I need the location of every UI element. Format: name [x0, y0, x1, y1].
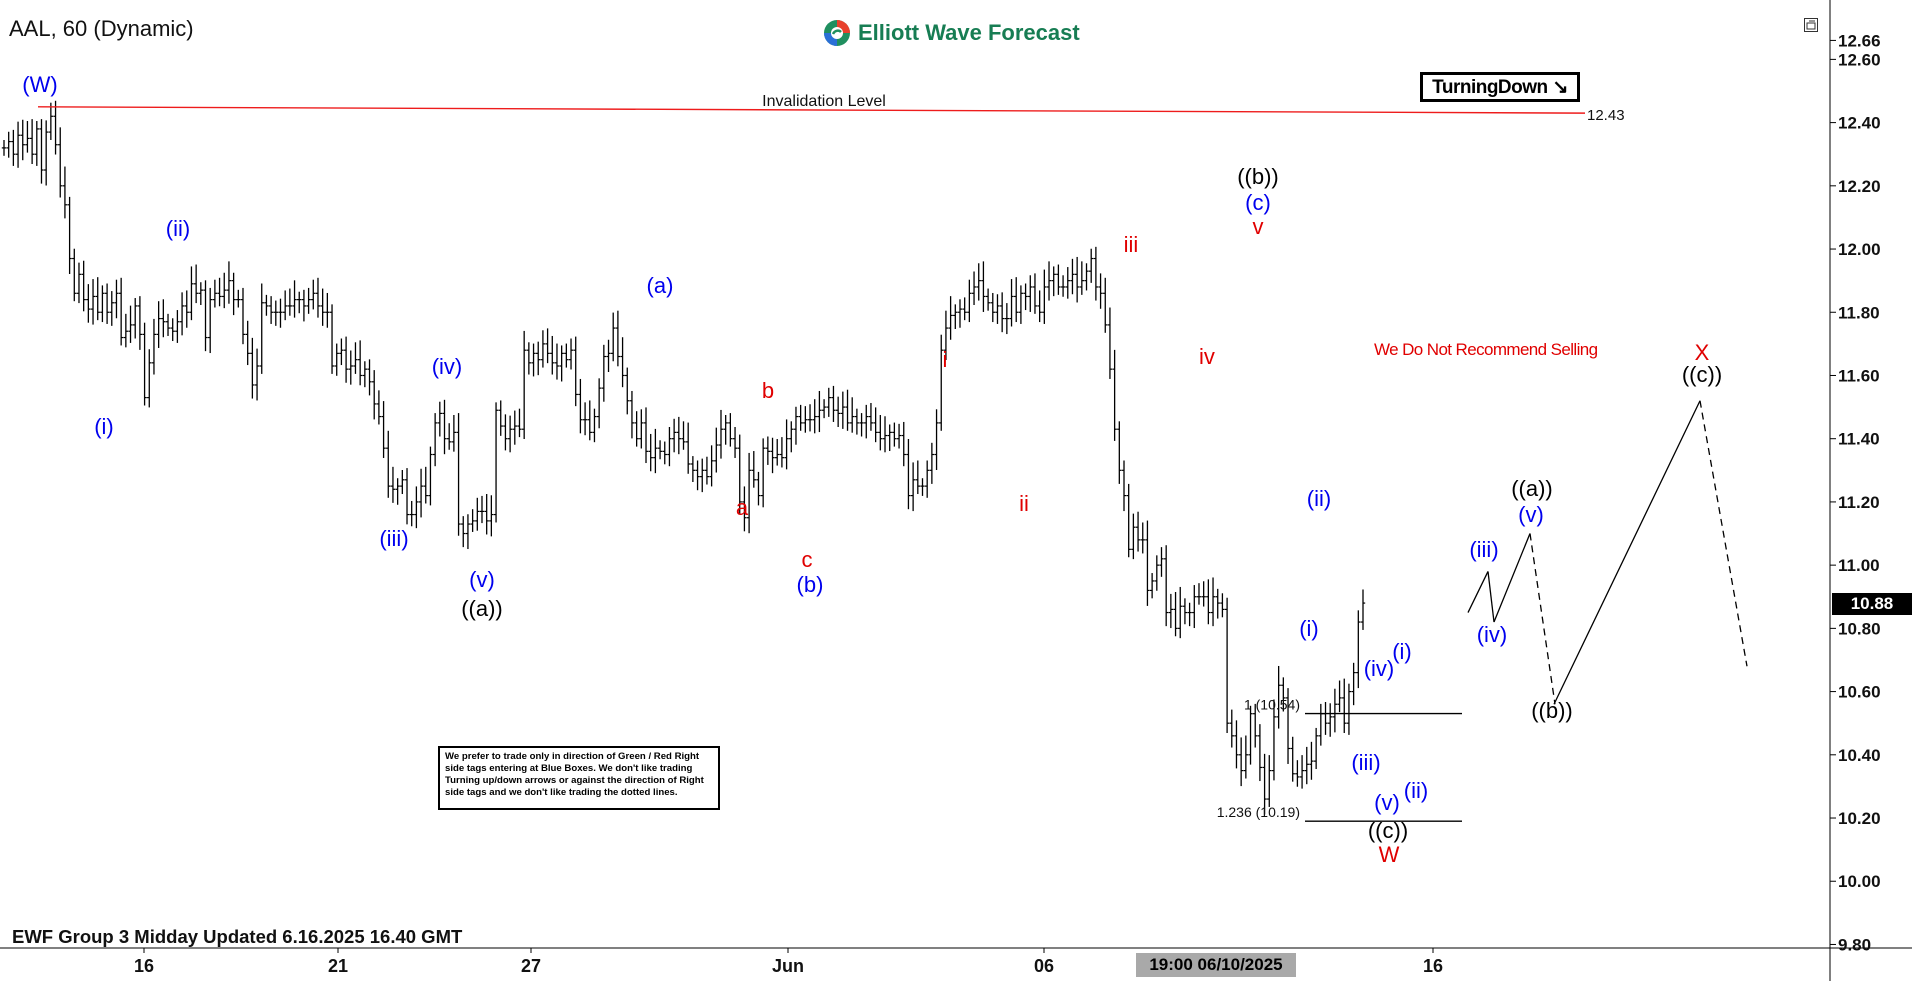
- wave-label: c: [802, 547, 813, 572]
- wave-label: (ii): [166, 216, 190, 241]
- wave-label: i: [943, 347, 948, 372]
- wave-label: (iv): [1364, 656, 1395, 681]
- wave-label: (ii): [1307, 486, 1331, 511]
- y-tick-label: 12.20: [1838, 177, 1881, 196]
- fib-level-label: 1.236 (10.19): [1217, 804, 1300, 820]
- y-tick-label: 11.20: [1838, 493, 1880, 512]
- recommendation-text: We Do Not Recommend Selling: [1374, 340, 1598, 359]
- wave-label: v: [1253, 214, 1264, 239]
- projection-dashed-line: [1699, 400, 1748, 667]
- wave-label: ((a)): [1511, 476, 1553, 501]
- wave-label: (i): [94, 414, 114, 439]
- x-tick-label: 16: [134, 956, 154, 976]
- y-tick-label: 11.00: [1838, 556, 1880, 575]
- y-tick-label: 12.66: [1838, 31, 1881, 50]
- y-tick-label: 10.60: [1838, 683, 1881, 702]
- current-price-tag: 10.88: [1832, 593, 1912, 615]
- window-restore-icon[interactable]: [1804, 18, 1818, 32]
- x-tick-label: 27: [521, 956, 541, 976]
- y-tick-label: 11.60: [1838, 366, 1880, 385]
- invalidation-line: [37, 106, 1586, 114]
- wave-label: (W): [22, 72, 57, 97]
- wave-label: (iii): [1469, 537, 1498, 562]
- projection-line: [1487, 571, 1495, 623]
- invalidation-value: 12.43: [1587, 107, 1625, 124]
- y-tick-label: 12.40: [1838, 114, 1881, 133]
- wave-label: iii: [1124, 232, 1139, 257]
- turning-down-badge: TurningDown ↘: [1420, 72, 1580, 102]
- wave-label: (a): [647, 273, 674, 298]
- wave-label: (v): [469, 567, 495, 592]
- y-tick-label: 12.60: [1838, 50, 1881, 69]
- y-tick-label: 10.40: [1838, 746, 1881, 765]
- wave-label: ii: [1019, 491, 1029, 516]
- projection-line: [1467, 571, 1489, 613]
- turning-down-label: TurningDown: [1432, 77, 1548, 98]
- wave-label: a: [736, 495, 749, 520]
- wave-label: ((c)): [1682, 362, 1722, 387]
- wave-label: (i): [1392, 639, 1412, 664]
- wave-label: ((b)): [1237, 164, 1279, 189]
- trading-note-box: We prefer to trade only in direction of …: [438, 746, 720, 810]
- wave-label: (ii): [1404, 778, 1428, 803]
- wave-label: X: [1695, 340, 1710, 365]
- wave-label: (b): [797, 572, 824, 597]
- update-title: EWF Group 3 Midday Updated 6.16.2025 16.…: [12, 926, 463, 947]
- wave-label: ((b)): [1531, 698, 1573, 723]
- wave-label: (c): [1245, 190, 1271, 215]
- y-tick-label: 12.00: [1838, 240, 1881, 259]
- projection-line: [1553, 400, 1701, 705]
- globe-icon: [824, 20, 850, 46]
- symbol-title: AAL, 60 (Dynamic): [9, 16, 194, 41]
- wave-label: ((c)): [1368, 818, 1408, 843]
- brand-name: Elliott Wave Forecast: [858, 20, 1080, 45]
- wave-label: (iv): [1477, 622, 1508, 647]
- wave-label: iv: [1199, 344, 1215, 369]
- projection-dashed-line: [1529, 533, 1556, 705]
- x-tick-label: 06: [1034, 956, 1054, 976]
- wave-label: ((a)): [461, 596, 503, 621]
- projection-line: [1493, 533, 1531, 623]
- wave-label: (iii): [379, 526, 408, 551]
- y-tick-label: 10.00: [1838, 872, 1881, 891]
- y-tick-label: 11.40: [1838, 430, 1880, 449]
- wave-label: (iv): [432, 354, 463, 379]
- wave-label: (v): [1374, 790, 1400, 815]
- y-tick-label: 10.80: [1838, 619, 1881, 638]
- y-tick-label: 10.20: [1838, 809, 1881, 828]
- fib-level-label: 1 (10.54): [1244, 697, 1300, 713]
- wave-label: b: [762, 378, 774, 403]
- invalidation-label: Invalidation Level: [762, 93, 886, 110]
- x-tick-label: 21: [328, 956, 348, 976]
- wave-label: W: [1379, 842, 1400, 867]
- brand-logo: Elliott Wave Forecast: [822, 16, 1080, 50]
- crosshair-datetime: 19:00 06/10/2025: [1136, 953, 1296, 977]
- wave-label: (iii): [1351, 750, 1380, 775]
- x-tick-label: Jun: [772, 956, 804, 976]
- arrow-down-right-icon: ↘: [1552, 77, 1568, 98]
- wave-label: (i): [1299, 616, 1319, 641]
- x-tick-label: 16: [1423, 956, 1443, 976]
- y-tick-label: 11.80: [1838, 303, 1880, 322]
- wave-label: (v): [1518, 502, 1544, 527]
- y-tick-label: 9.80: [1838, 935, 1871, 954]
